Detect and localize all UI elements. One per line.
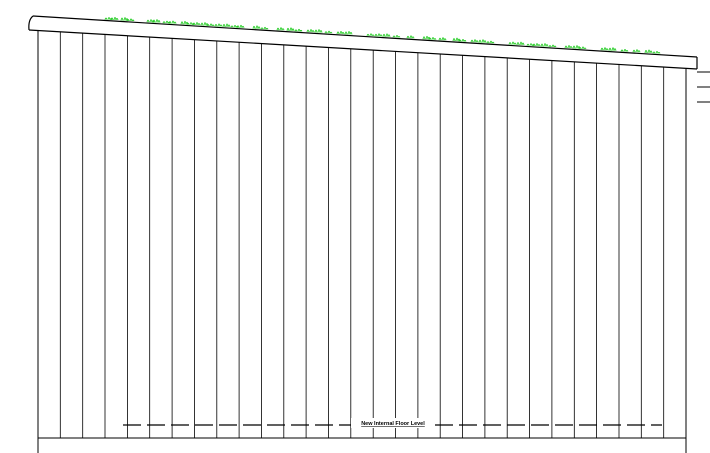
cladding-boards: [59, 31, 665, 438]
sedum-tuft: [392, 34, 401, 38]
green-roof-vegetation: [104, 17, 661, 54]
sedum-tuft: [600, 47, 609, 51]
sedum-tuft: [276, 27, 285, 31]
sedum-tuft: [516, 41, 525, 46]
sedum-tuft: [324, 30, 333, 34]
floor-level-label: New Internal Floor Level: [361, 421, 425, 427]
sedum-tuft: [374, 33, 383, 37]
floor-label-backing: [351, 418, 435, 428]
side-wall-return: [697, 71, 710, 103]
sedum-tuft: [608, 47, 617, 51]
sedum-tuft: [306, 29, 315, 33]
roof-bottom-edge: [28, 29, 698, 70]
sedum-tuft: [206, 23, 215, 27]
roof-top-edge: [32, 15, 698, 58]
sedum-tuft: [146, 19, 155, 23]
sedum-tuft: [222, 23, 231, 28]
floor-level-marker: New Internal Floor Level: [123, 418, 662, 428]
sedum-tuft: [548, 44, 557, 48]
sedum-tuft: [620, 49, 629, 52]
sedum-tuft: [236, 24, 245, 28]
sedum-tuft: [126, 18, 135, 22]
roof-left-end: [28, 15, 34, 31]
sedum-tuft: [152, 19, 161, 23]
sedum-tuft: [314, 29, 323, 33]
wall-frame: [37, 30, 687, 453]
sedum-tuft: [366, 33, 375, 37]
sedum-tuft: [344, 31, 353, 35]
sedum-tuft: [110, 17, 119, 21]
sedum-tuft: [540, 43, 549, 47]
sedum-tuft: [336, 31, 345, 35]
sedum-tuft: [644, 49, 653, 54]
sedum-tuft: [486, 40, 495, 44]
sedum-tuft: [470, 39, 479, 43]
sedum-tuft: [508, 41, 517, 45]
sedum-tuft: [652, 51, 661, 54]
sedum-tuft: [632, 49, 641, 53]
sedum-tuft: [382, 33, 391, 37]
sedum-tuft: [532, 43, 541, 47]
sedum-tuft: [406, 35, 415, 39]
sedum-tuft: [438, 37, 447, 41]
sedum-tuft: [428, 37, 437, 40]
sedum-tuft: [294, 28, 303, 32]
sedum-tuft: [564, 45, 573, 49]
sedum-tuft: [214, 23, 223, 27]
sedum-tuft: [192, 22, 201, 26]
roof-fascia: [28, 15, 698, 70]
sedum-tuft: [286, 27, 295, 31]
sedum-tuft: [478, 39, 487, 43]
sedum-tuft: [458, 39, 467, 42]
sedum-tuft: [260, 26, 269, 30]
sedum-tuft: [578, 46, 587, 50]
sedum-tuft: [252, 25, 261, 29]
sedum-tuft: [168, 20, 177, 24]
